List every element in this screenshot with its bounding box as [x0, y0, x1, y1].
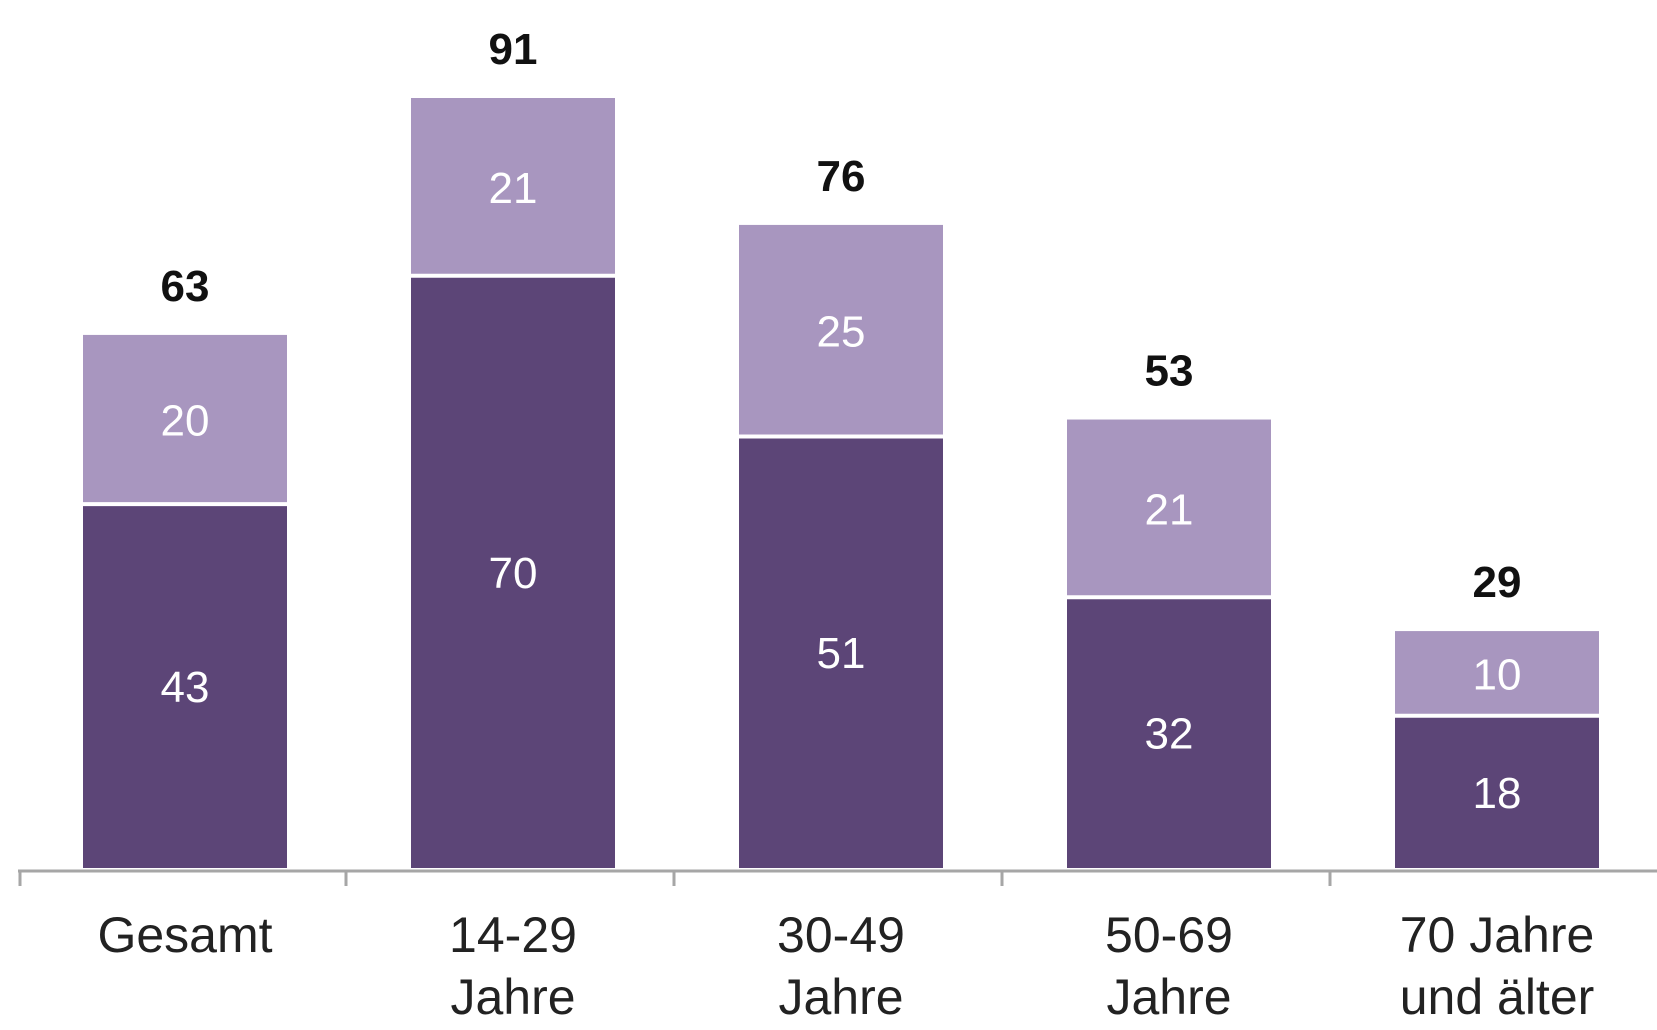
segment-value-label: 21: [489, 164, 538, 213]
segment-value-label: 51: [817, 629, 866, 678]
bar-segment-upper: [83, 334, 287, 505]
segment-value-label: 20: [161, 397, 210, 446]
category-label: 14-29: [449, 907, 577, 963]
segment-value-label: 25: [817, 308, 866, 357]
category-label: und älter: [1400, 969, 1595, 1025]
category-label: 30-49: [777, 907, 905, 963]
segment-value-label: 21: [1145, 485, 1194, 534]
category-label: 50-69: [1105, 907, 1233, 963]
bar-segment-upper: [1067, 419, 1271, 598]
category-label: Jahre: [1106, 969, 1231, 1025]
bar-segment-lower: [411, 275, 615, 868]
category-label: Jahre: [450, 969, 575, 1025]
segment-value-label: 43: [161, 663, 210, 712]
bar-segment-upper: [739, 224, 943, 437]
bar-total-label: 29: [1473, 558, 1522, 607]
category-label: Gesamt: [97, 907, 272, 963]
bar-segment-lower: [83, 504, 287, 868]
bar-segment-lower: [739, 436, 943, 868]
bar-segment-upper: [1395, 631, 1599, 716]
bar-segment-lower: [1395, 715, 1599, 868]
segment-value-label: 10: [1473, 650, 1522, 699]
bar-segment-lower: [1067, 597, 1271, 868]
segment-value-label: 70: [489, 549, 538, 598]
segment-value-label: 18: [1473, 769, 1522, 818]
bar-total-label: 91: [489, 25, 538, 74]
category-label: 70 Jahre: [1400, 907, 1595, 963]
category-label: Jahre: [778, 969, 903, 1025]
bar-total-label: 63: [161, 262, 210, 311]
segment-value-label: 32: [1145, 710, 1194, 759]
bar-total-label: 53: [1145, 347, 1194, 396]
bar-total-label: 76: [817, 152, 866, 201]
bar-segment-upper: [411, 98, 615, 276]
